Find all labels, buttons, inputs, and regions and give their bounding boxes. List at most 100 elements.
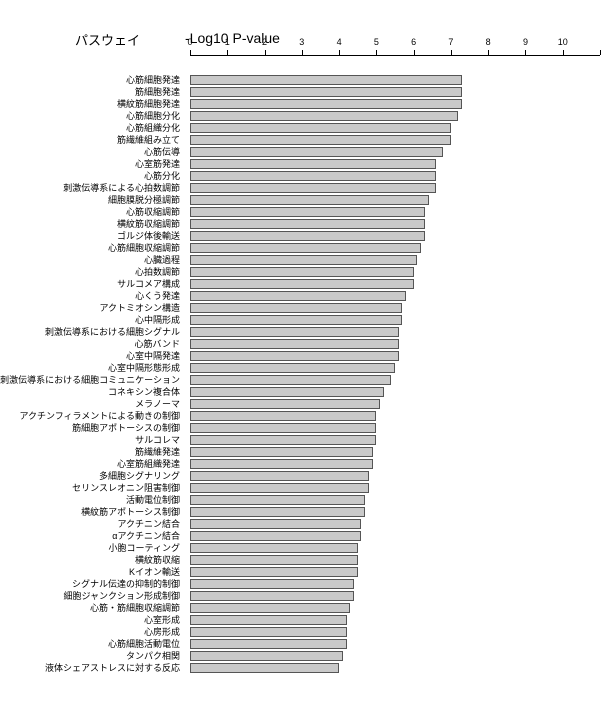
row-label: 心筋細胞分化 <box>0 110 184 122</box>
chart-row: 横紋筋収縮 <box>0 554 612 566</box>
row-label: Kイオン輸送 <box>0 566 184 578</box>
chart-row: 小胞コーティング <box>0 542 612 554</box>
row-label: 心拍数調節 <box>0 266 184 278</box>
axis-tick-label: 5 <box>374 37 379 47</box>
row-bar <box>190 267 414 277</box>
axis-tick-label: 4 <box>337 37 342 47</box>
row-label: 心筋組織分化 <box>0 122 184 134</box>
row-bar <box>190 483 369 493</box>
row-bar <box>190 123 451 133</box>
row-label: 細胞膜脱分極調節 <box>0 194 184 206</box>
row-label: 心筋・筋細胞収縮調節 <box>0 602 184 614</box>
row-label: 筋細胞発達 <box>0 86 184 98</box>
row-label: アクトミオシン構造 <box>0 302 184 314</box>
row-bar <box>190 387 384 397</box>
chart-row: 心中隔形成 <box>0 314 612 326</box>
row-bar <box>190 351 399 361</box>
axis-tick <box>600 50 601 55</box>
row-bar <box>190 555 358 565</box>
row-bar <box>190 195 429 205</box>
row-label: 刺激伝導系における細胞コミュニケーション <box>0 374 184 386</box>
row-label: 横紋筋細胞発達 <box>0 98 184 110</box>
row-bar <box>190 99 462 109</box>
row-label: タンパク相関 <box>0 650 184 662</box>
chart-row: 筋繊維組み立て <box>0 134 612 146</box>
chart-row: 横紋筋細胞発達 <box>0 98 612 110</box>
chart-row: 心筋細胞収縮調節 <box>0 242 612 254</box>
chart-row: 心室中隔発達 <box>0 350 612 362</box>
row-label: 心筋細胞活動電位 <box>0 638 184 650</box>
row-bar <box>190 411 376 421</box>
chart-row: メラノーマ <box>0 398 612 410</box>
chart-row: 心筋伝導 <box>0 146 612 158</box>
axis-tick-label: 3 <box>299 37 304 47</box>
axis-tick-label: 9 <box>523 37 528 47</box>
row-bar <box>190 363 395 373</box>
row-bar <box>190 591 354 601</box>
row-bar <box>190 627 347 637</box>
row-label: 心室筋発達 <box>0 158 184 170</box>
row-bar <box>190 171 436 181</box>
chart-row: サルコメア構成 <box>0 278 612 290</box>
axis-tick-label: 1 <box>225 37 230 47</box>
row-label: シグナル伝達の抑制的制御 <box>0 578 184 590</box>
row-label: 筋細胞アポトーシスの制御 <box>0 422 184 434</box>
chart-row: 心拍数調節 <box>0 266 612 278</box>
row-bar <box>190 579 354 589</box>
row-label: 心室筋組織発達 <box>0 458 184 470</box>
row-label: 心くう発達 <box>0 290 184 302</box>
chart-row: 心室形成 <box>0 614 612 626</box>
row-label: 心室中隔形態形成 <box>0 362 184 374</box>
row-label: 筋繊維発達 <box>0 446 184 458</box>
row-bar <box>190 459 373 469</box>
row-label: 心室形成 <box>0 614 184 626</box>
chart-row: 刺激伝導系における細胞コミュニケーション <box>0 374 612 386</box>
row-bar <box>190 519 361 529</box>
row-bar <box>190 375 391 385</box>
row-bar <box>190 435 376 445</box>
row-label: 小胞コーティング <box>0 542 184 554</box>
row-label: 心筋細胞収縮調節 <box>0 242 184 254</box>
row-label: 心中隔形成 <box>0 314 184 326</box>
row-bar <box>190 507 365 517</box>
chart-row: サルコレマ <box>0 434 612 446</box>
row-bar <box>190 315 402 325</box>
chart-row: 活動電位制御 <box>0 494 612 506</box>
chart-row: コネキシン複合体 <box>0 386 612 398</box>
chart-row: 心筋・筋細胞収縮調節 <box>0 602 612 614</box>
axis-tick-label: 7 <box>448 37 453 47</box>
chart-row: Kイオン輸送 <box>0 566 612 578</box>
chart-row: 心筋細胞分化 <box>0 110 612 122</box>
row-bar <box>190 75 462 85</box>
row-label: 心筋収縮調節 <box>0 206 184 218</box>
row-bar <box>190 471 369 481</box>
row-label: 心筋伝導 <box>0 146 184 158</box>
row-bar <box>190 543 358 553</box>
row-label: 刺激伝導系による心拍数調節 <box>0 182 184 194</box>
chart-row: 細胞膜脱分極調節 <box>0 194 612 206</box>
chart-row: 刺激伝導系による心拍数調節 <box>0 182 612 194</box>
row-bar <box>190 135 451 145</box>
row-label: αアクチニン結合 <box>0 530 184 542</box>
chart-row: 多細胞シグナリング <box>0 470 612 482</box>
chart-row: 心筋細胞発達 <box>0 74 612 86</box>
row-bar <box>190 531 361 541</box>
row-label: サルコメア構成 <box>0 278 184 290</box>
chart-row: 心筋分化 <box>0 170 612 182</box>
row-bar <box>190 567 358 577</box>
chart-row: 心室筋組織発達 <box>0 458 612 470</box>
row-label: 細胞ジャンクション形成制御 <box>0 590 184 602</box>
row-bar <box>190 423 376 433</box>
row-bar <box>190 183 436 193</box>
row-label: ゴルジ体後輸送 <box>0 230 184 242</box>
row-bar <box>190 111 458 121</box>
row-bar <box>190 279 414 289</box>
row-label: 横紋筋収縮調節 <box>0 218 184 230</box>
row-bar <box>190 207 425 217</box>
row-bar <box>190 663 339 673</box>
chart-row: 筋繊維発達 <box>0 446 612 458</box>
row-label: サルコレマ <box>0 434 184 446</box>
row-label: アクチニン結合 <box>0 518 184 530</box>
row-bar <box>190 219 425 229</box>
row-bar <box>190 255 417 265</box>
